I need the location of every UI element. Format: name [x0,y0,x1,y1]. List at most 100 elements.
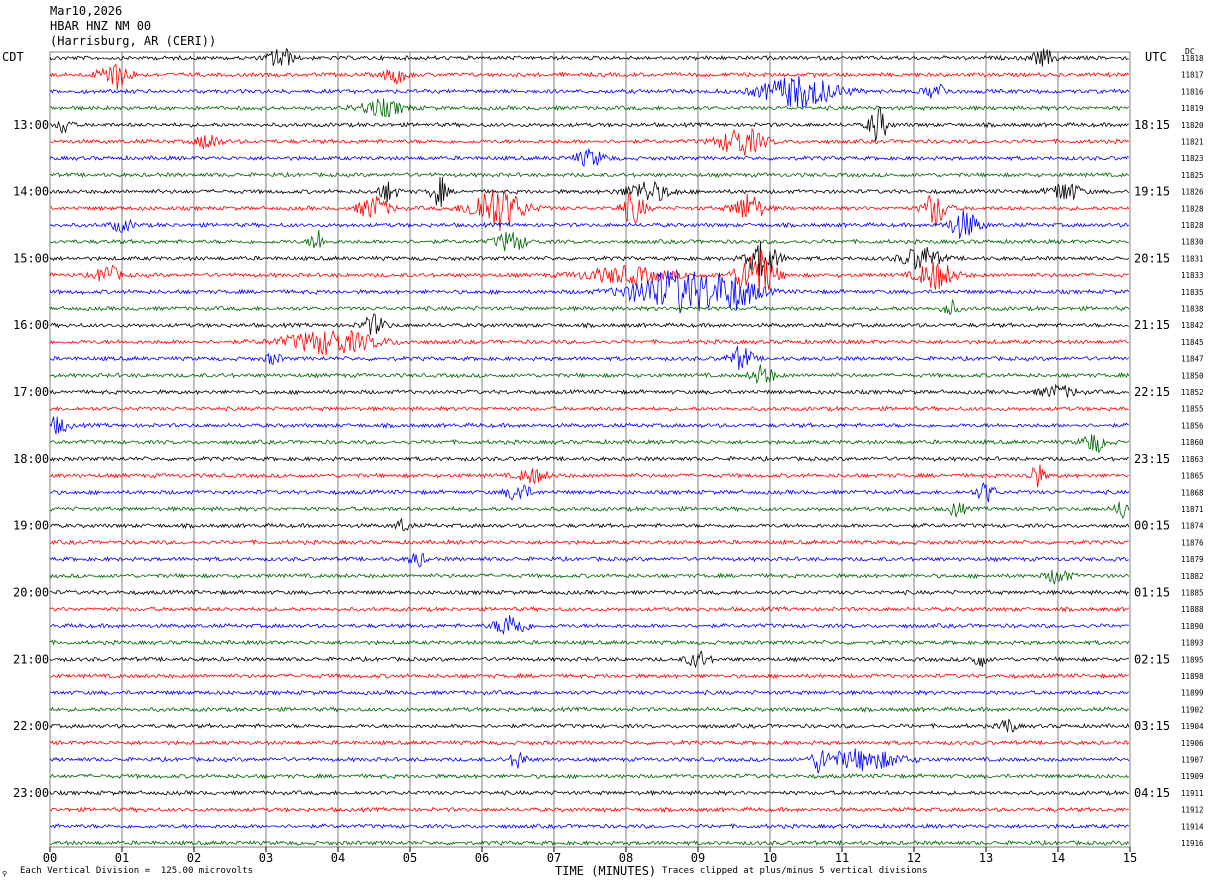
dc-value: 11830 [1181,238,1204,247]
trace-row-38 [49,689,1130,697]
x-tick-label: 14 [1051,851,1065,865]
x-tick-label: 05 [403,851,417,865]
dc-value: 11890 [1181,622,1204,631]
right-hour-label: 01:15 [1134,585,1170,599]
left-hour-label: 13:00 [13,118,49,132]
dc-value: 11911 [1181,789,1204,798]
trace-row-37 [49,672,1129,680]
scale-note: Each Vertical Division = 125.00 microvol… [20,866,253,876]
dc-value: 11817 [1181,71,1204,80]
trace-row-1 [49,63,1130,91]
trace-row-5 [49,127,1130,156]
trace-row-19 [49,364,1130,385]
trace-row-17 [49,329,1129,356]
trace-row-7 [49,171,1130,179]
trace-row-0 [49,47,1129,67]
right-hour-label: 03:15 [1134,719,1170,733]
dc-value: 11882 [1181,572,1204,581]
trace-row-39 [49,706,1130,713]
dc-value: 11893 [1181,639,1204,648]
trace-row-22 [49,416,1129,435]
right-hour-label: 20:15 [1134,251,1170,265]
seismic-traces [49,47,1130,847]
plot-date: Mar10,2026 [50,4,123,18]
dc-value: 11888 [1181,605,1204,614]
dc-value: 11906 [1181,739,1204,748]
corner-mark: ⚲ [2,870,8,878]
trace-row-13 [49,249,1129,294]
x-tick-label: 04 [331,851,345,865]
dc-value: 11876 [1181,538,1204,547]
dc-value: 11816 [1181,87,1204,96]
trace-row-4 [49,106,1129,142]
station-location: (Harrisburg, AR (CERI)) [50,34,217,48]
left-hour-label: 21:00 [13,652,49,666]
trace-row-26 [49,482,1130,503]
dc-value: 11860 [1181,438,1204,447]
trace-row-24 [49,455,1129,463]
dc-value: 11868 [1181,488,1204,497]
dc-value: 11819 [1181,104,1204,113]
trace-row-45 [49,806,1129,814]
dc-value: 11835 [1181,288,1204,297]
dc-value: 11850 [1181,371,1204,380]
axis-labels: 00 01 02 03 04 05 06 07 08 09 10 11 12 13 14 15 11818 118… [13,54,1204,865]
dc-value: 11909 [1181,772,1204,781]
dc-value: 11865 [1181,472,1204,481]
right-hour-label: 00:15 [1134,519,1170,533]
right-hour-label: 04:15 [1134,786,1170,800]
dc-value: 11863 [1181,455,1204,464]
right-hour-label: 19:15 [1134,185,1170,199]
dc-value: 11847 [1181,355,1204,364]
x-tick-label: 13 [979,851,993,865]
dc-column-title: DC [1185,47,1195,56]
dc-value: 11898 [1181,672,1204,681]
dc-value: 11828 [1181,204,1204,213]
x-tick-label: 11 [835,851,849,865]
x-tick-label: 15 [1123,851,1137,865]
left-timezone-title: CDT [2,50,24,64]
x-tick-label: 00 [43,851,57,865]
trace-row-9 [49,189,1130,232]
left-hour-label: 18:00 [13,452,49,466]
trace-row-8 [49,176,1130,208]
trace-row-43 [49,772,1130,780]
right-hour-label: 18:15 [1134,118,1170,132]
x-tick-label: 07 [547,851,561,865]
trace-row-31 [49,569,1130,585]
trace-row-14 [49,269,1130,314]
trace-row-36 [49,650,1129,669]
dc-value: 11871 [1181,505,1204,514]
trace-row-10 [49,209,1130,239]
x-tick-label: 01 [115,851,129,865]
dc-value: 11879 [1181,555,1204,564]
trace-row-42 [49,748,1130,774]
trace-row-34 [49,614,1129,636]
dc-value: 11885 [1181,588,1204,597]
dc-value: 11833 [1181,271,1204,280]
x-tick-label: 03 [259,851,273,865]
trace-row-33 [49,605,1130,613]
trace-row-27 [49,501,1130,520]
dc-value: 11895 [1181,655,1204,664]
trace-row-3 [49,98,1130,118]
trace-row-23 [49,434,1130,454]
dc-value: 11825 [1181,171,1204,180]
dc-value: 11874 [1181,522,1204,531]
right-hour-label: 21:15 [1134,318,1170,332]
left-hour-label: 19:00 [13,519,49,533]
trace-row-21 [49,405,1129,413]
trace-row-12 [49,241,1130,277]
trace-row-29 [49,538,1129,546]
dc-value: 11855 [1181,405,1204,414]
x-tick-label: 08 [619,851,633,865]
left-hour-label: 16:00 [13,318,49,332]
trace-row-11 [49,229,1129,252]
minute-gridlines [49,51,1131,852]
trace-row-30 [49,552,1129,568]
trace-row-16 [49,313,1130,336]
trace-row-46 [49,822,1130,830]
dc-value: 11842 [1181,321,1204,330]
dc-value: 11823 [1181,154,1204,163]
x-tick-label: 06 [475,851,489,865]
